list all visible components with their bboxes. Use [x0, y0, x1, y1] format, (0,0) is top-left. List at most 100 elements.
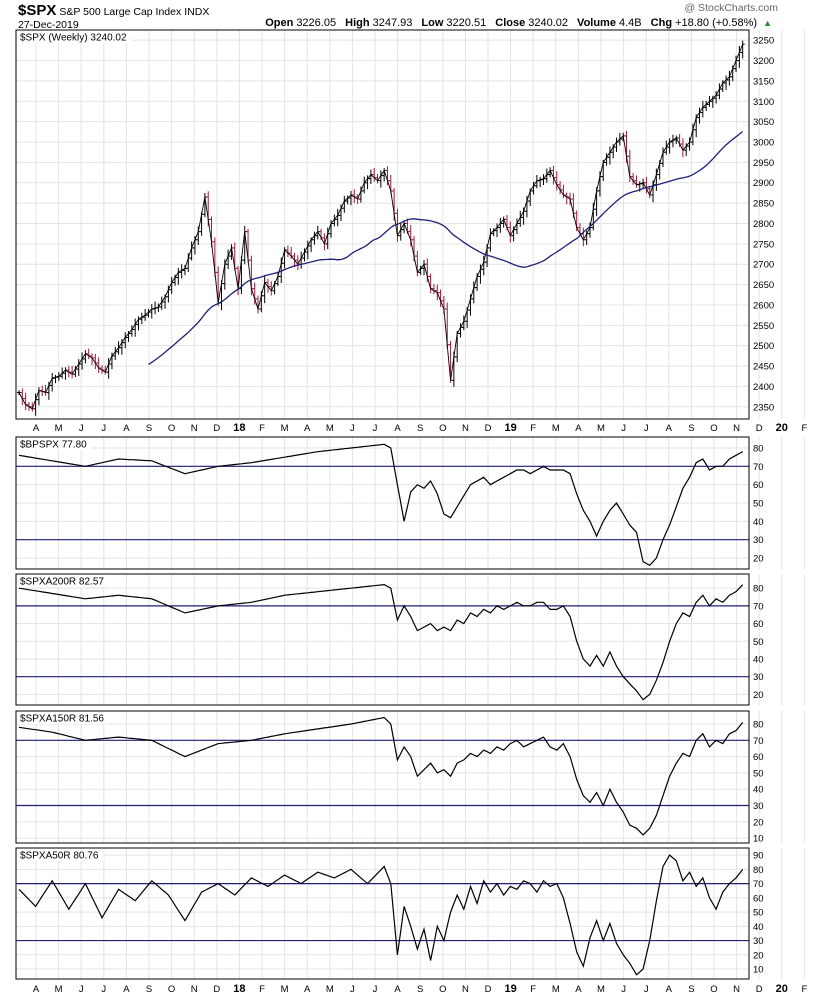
- x-axis-label: S: [146, 423, 152, 434]
- x-axis-label: J: [373, 984, 378, 995]
- y-tick-label: 3250: [753, 36, 774, 47]
- panel-frame: [15, 29, 750, 420]
- panel-title-background: [17, 575, 110, 587]
- x-axis-label: A: [304, 984, 311, 995]
- x-axis-label: N: [733, 984, 740, 995]
- x-axis-label: N: [191, 984, 198, 995]
- y-tick-label: 3000: [753, 138, 774, 149]
- y-tick-label: 2700: [753, 260, 774, 271]
- x-axis-label: 19: [504, 983, 516, 995]
- y-tick-label: 60: [753, 619, 764, 630]
- y-tick-label: 60: [753, 480, 764, 491]
- panel-title-background: [17, 712, 110, 724]
- x-axis-label: M: [597, 984, 605, 995]
- y-tick-label: 50: [753, 637, 764, 648]
- y-tick-label: 2550: [753, 321, 774, 332]
- x-axis-label: J: [350, 423, 355, 434]
- indicator-line: [18, 443, 743, 567]
- x-axis-label: A: [123, 423, 130, 434]
- open-label: Open: [265, 17, 294, 29]
- x-axis-label: O: [710, 984, 717, 995]
- x-axis-label: F: [530, 984, 536, 995]
- y-tick-label: 30: [753, 936, 764, 947]
- close-label: Close: [495, 17, 526, 29]
- panel-title: $SPXA200R 82.57: [20, 577, 104, 588]
- x-axis-label: M: [552, 984, 560, 995]
- x-axis-label: S: [146, 984, 152, 995]
- x-axis-label: N: [191, 423, 198, 434]
- x-axis-label: D: [485, 984, 492, 995]
- y-tick-label: 30: [753, 801, 764, 812]
- y-tick-label: 80: [753, 444, 764, 455]
- x-axis-label: M: [281, 423, 289, 434]
- y-tick-label: 2350: [753, 402, 774, 413]
- y-tick-label: 2400: [753, 382, 774, 393]
- y-tick-label: 70: [753, 601, 764, 612]
- x-axis-label: J: [373, 423, 378, 434]
- high-label: High: [345, 17, 370, 29]
- chg-label: Chg: [650, 17, 673, 29]
- x-axis-label: D: [213, 423, 220, 434]
- x-axis-label: N: [733, 423, 740, 434]
- panel-frame: [15, 573, 750, 706]
- x-axis-label: M: [55, 984, 63, 995]
- panel-title-background: [17, 438, 93, 450]
- y-tick-label: 20: [753, 817, 764, 828]
- x-axis-label: A: [575, 423, 582, 434]
- x-axis-label: 20: [776, 983, 788, 995]
- x-axis-label: A: [394, 423, 401, 434]
- y-tick-label: 3150: [753, 76, 774, 87]
- x-axis-label: J: [621, 423, 626, 434]
- y-tick-label: 70: [753, 462, 764, 473]
- y-tick-label: 40: [753, 785, 764, 796]
- indicator-line: [18, 716, 744, 836]
- x-axis-label: J: [79, 423, 84, 434]
- y-tick-label: 2600: [753, 300, 774, 311]
- x-axis-label: A: [666, 984, 673, 995]
- y-tick-label: 20: [753, 690, 764, 701]
- x-axis-label: M: [326, 984, 334, 995]
- x-axis-label: D: [756, 423, 763, 434]
- y-tick-label: 3050: [753, 117, 774, 128]
- panel-title: $BPSPX 77.80: [20, 440, 87, 451]
- x-axis-label: M: [326, 423, 334, 434]
- x-axis-label: 18: [233, 983, 245, 995]
- y-tick-label: 10: [753, 965, 764, 976]
- y-tick-label: 20: [753, 950, 764, 961]
- y-tick-label: 2800: [753, 219, 774, 230]
- panel-title: $SPXA50R 80.76: [20, 851, 99, 862]
- chart-date: 27-Dec-2019: [18, 19, 79, 31]
- y-tick-label: 50: [753, 768, 764, 779]
- panel-title-background: [17, 31, 132, 43]
- x-axis-label: D: [213, 984, 220, 995]
- x-axis-label: A: [304, 423, 311, 434]
- x-axis-label: M: [55, 423, 63, 434]
- x-axis-label: F: [259, 984, 265, 995]
- y-tick-label: 40: [753, 654, 764, 665]
- y-tick-label: 3100: [753, 97, 774, 108]
- watermark: @ StockCharts.com: [684, 2, 778, 14]
- panel-title: $SPXA150R 81.56: [20, 714, 104, 725]
- y-tick-label: 2500: [753, 341, 774, 352]
- panel-frame: [15, 710, 750, 844]
- x-axis-label: S: [688, 984, 694, 995]
- x-axis-label: J: [644, 984, 649, 995]
- panel-title: $SPX (Weekly) 3240.02: [20, 33, 127, 44]
- y-tick-label: 2450: [753, 362, 774, 373]
- x-axis-label: A: [33, 423, 40, 434]
- y-tick-label: 30: [753, 535, 764, 546]
- x-axis-label: J: [101, 423, 106, 434]
- y-tick-label: 10: [753, 834, 764, 845]
- chg-value: +18.80 (+0.58%): [675, 17, 758, 29]
- y-tick-label: 2950: [753, 158, 774, 169]
- x-axis-label: M: [552, 423, 560, 434]
- moving-average-line: [148, 130, 744, 365]
- x-axis-label: 18: [233, 422, 245, 434]
- y-tick-label: 40: [753, 922, 764, 933]
- x-axis-label: A: [33, 984, 40, 995]
- x-axis-label: A: [123, 984, 130, 995]
- y-tick-label: 70: [753, 736, 764, 747]
- x-axis-label: O: [168, 984, 175, 995]
- volume-value: 4.4B: [618, 17, 642, 29]
